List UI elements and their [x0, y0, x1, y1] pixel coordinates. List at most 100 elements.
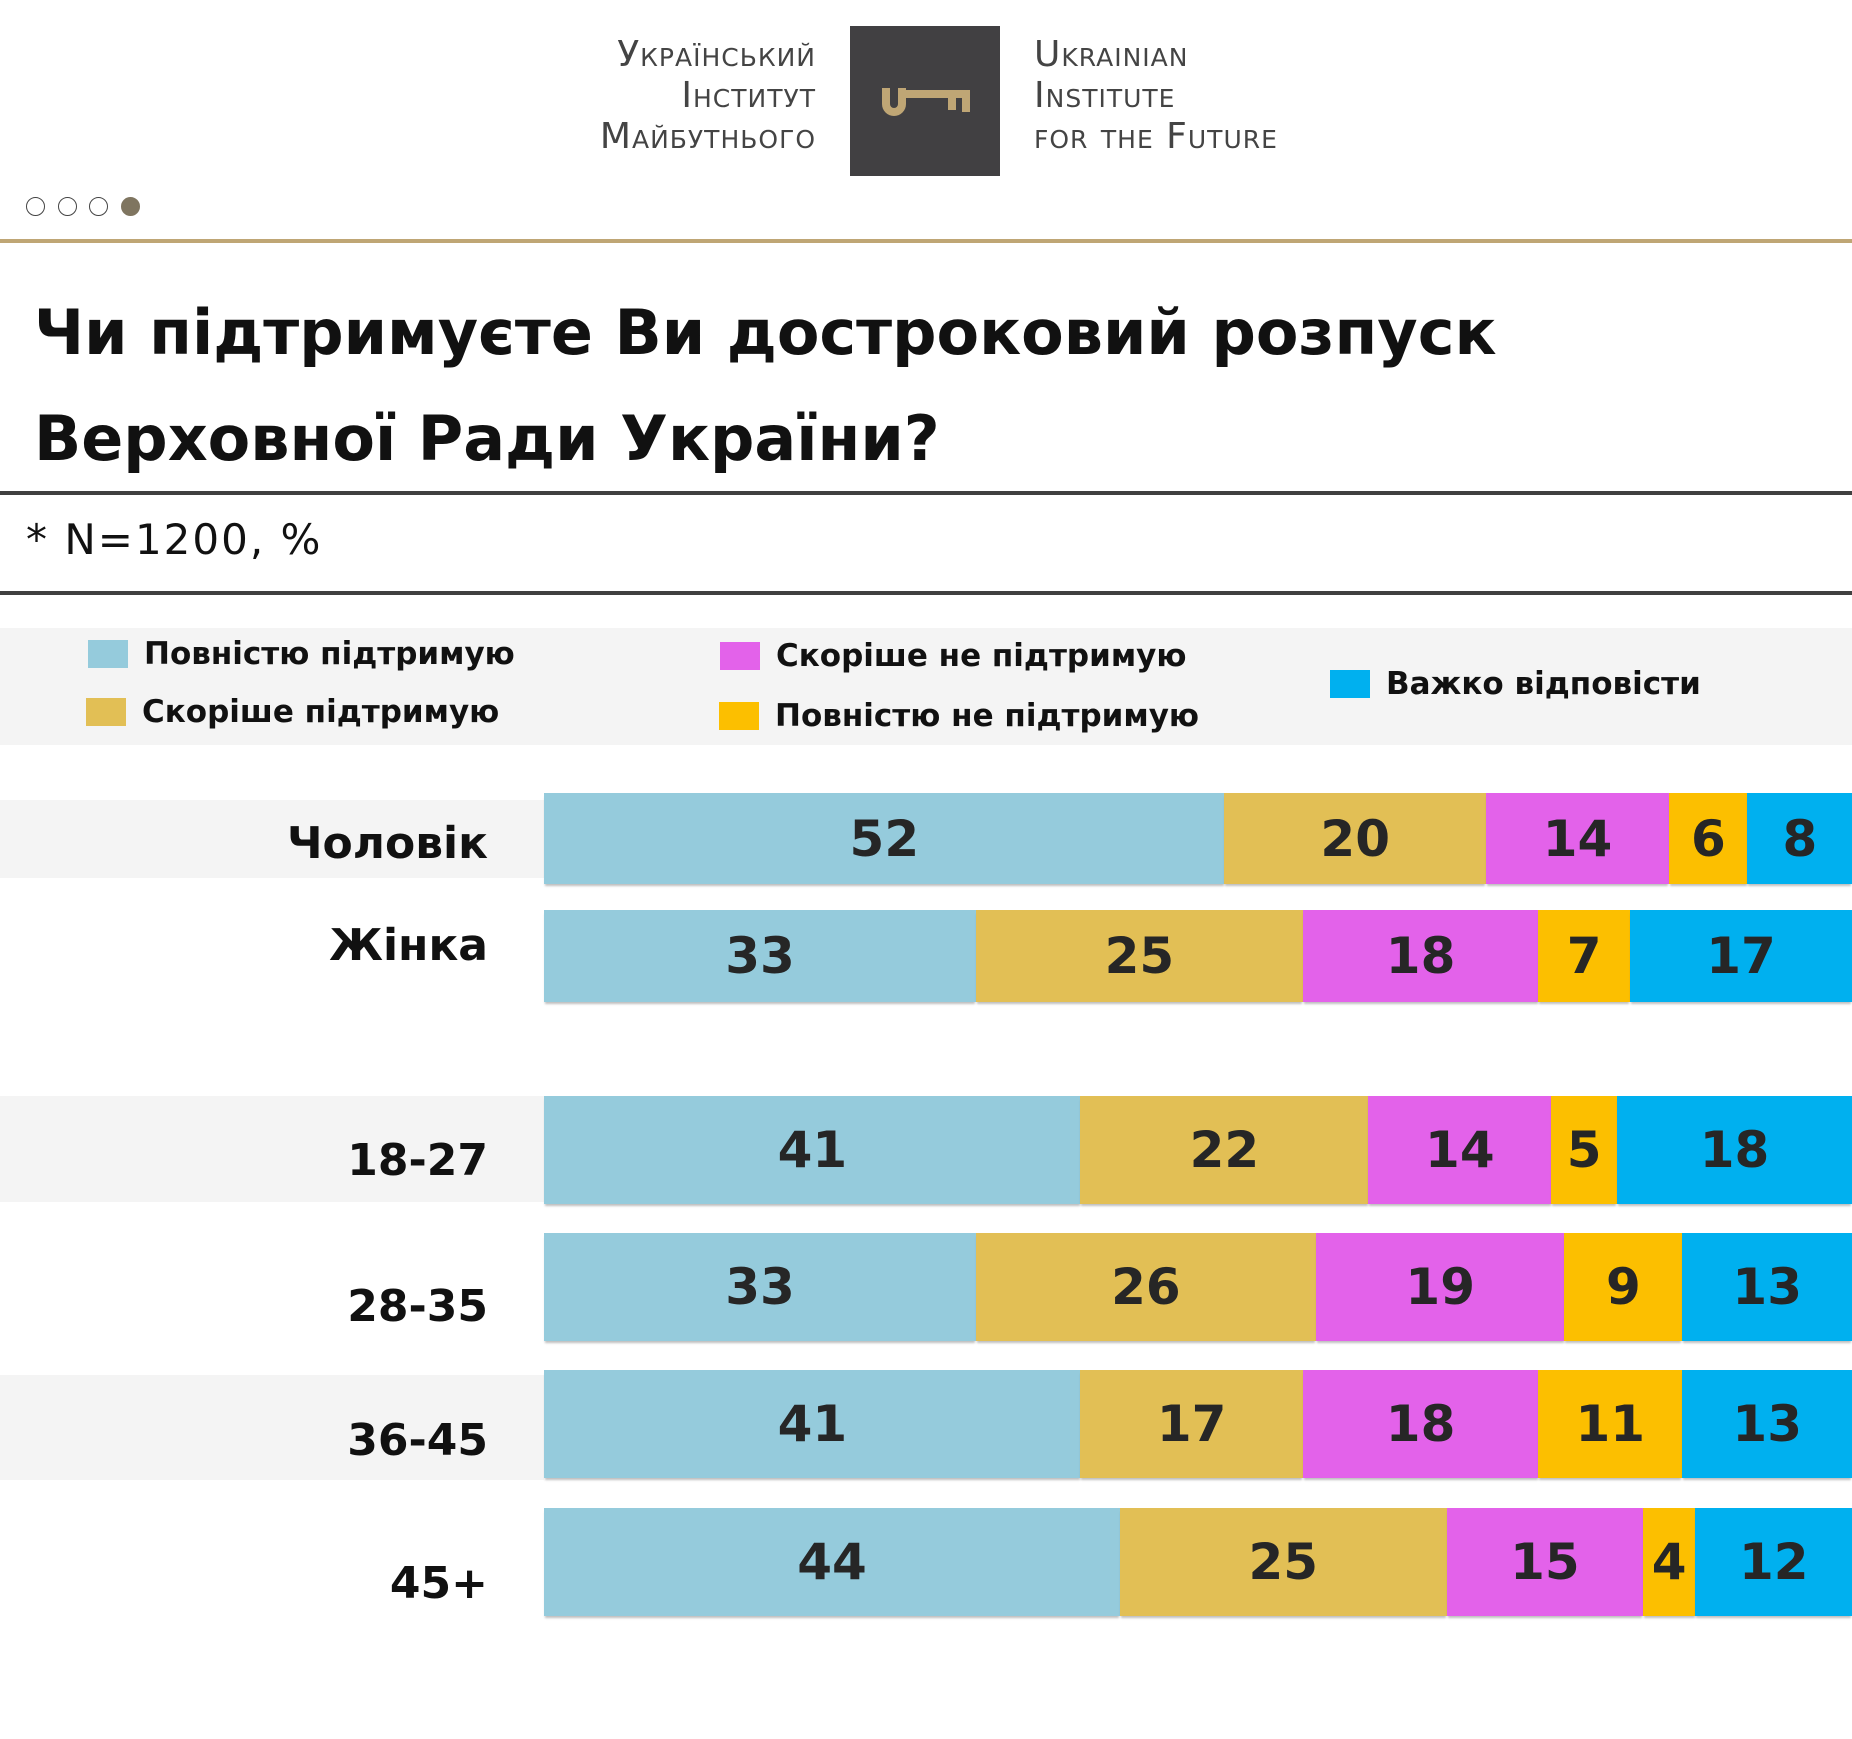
data-label: 5 [1566, 1121, 1602, 1179]
data-label: 41 [777, 1395, 848, 1453]
data-label: 20 [1320, 809, 1390, 868]
bar-segment-hard-to-say: 13 [1681, 1370, 1852, 1478]
legend-label: Повністю підтримую [144, 636, 515, 672]
category-label: Чоловік [286, 818, 488, 869]
data-label: 7 [1566, 927, 1602, 985]
bar-segment-fully-not-support: 7 [1538, 910, 1631, 1002]
logo-ua-line: Майбутнього [599, 116, 816, 157]
legend-label: Скоріше не підтримую [776, 638, 1187, 674]
data-label: 19 [1405, 1258, 1476, 1316]
data-label: 14 [1542, 809, 1613, 868]
bar-segment-fully-support: 52 [544, 793, 1225, 884]
data-label: 14 [1425, 1121, 1495, 1179]
legend-item-fully-support: Повністю підтримую [88, 636, 515, 672]
bar-segment-rather-support: 25 [1119, 1508, 1448, 1616]
data-label: 12 [1738, 1533, 1809, 1591]
bar-segment-rather-support: 26 [975, 1233, 1317, 1341]
logo-en-line: Institute [1034, 75, 1176, 116]
data-label: 11 [1575, 1395, 1646, 1453]
logo-box [850, 26, 1000, 176]
page-dot[interactable] [26, 197, 45, 216]
title-line: Верховної Ради України? [34, 402, 940, 475]
legend-swatch [86, 698, 126, 726]
legend-item-hard-to-say: Важко відповісти [1330, 666, 1701, 702]
divider-bottom [0, 591, 1852, 595]
bar-segment-rather-support: 20 [1224, 793, 1487, 884]
bar-segment-fully-support: 44 [544, 1508, 1121, 1616]
legend-item-rather-not-support: Скоріше не підтримую [720, 638, 1187, 674]
legend-swatch [720, 642, 760, 670]
data-label: 13 [1732, 1258, 1803, 1316]
legend-item-fully-not-support: Повністю не підтримую [719, 698, 1199, 734]
chart-title: Чи підтримуєте Ви достроковий розпуск Ве… [34, 280, 1814, 492]
sample-note: * N=1200, % [26, 515, 323, 564]
legend-label: Скоріше підтримую [142, 694, 500, 730]
legend-swatch [88, 640, 128, 668]
bar-segment-fully-not-support: 4 [1642, 1508, 1696, 1616]
data-label: 52 [849, 809, 920, 868]
legend-label: Повністю не підтримую [775, 698, 1200, 734]
data-label: 33 [725, 927, 795, 985]
bar-segment-fully-not-support: 5 [1551, 1096, 1618, 1204]
bar-segment-fully-not-support: 11 [1538, 1370, 1683, 1478]
category-label: 18-27 [347, 1135, 488, 1186]
data-label: 8 [1782, 809, 1818, 868]
logo-en-line: Ukrainian [1034, 34, 1189, 75]
bar-segment-fully-support: 33 [544, 910, 977, 1002]
bar-segment-rather-support: 17 [1080, 1370, 1304, 1478]
divider-top [0, 491, 1852, 495]
row-band [0, 1096, 544, 1202]
page-dot-active[interactable] [121, 197, 140, 216]
page-dot[interactable] [89, 197, 108, 216]
bar-segment-rather-not-support: 19 [1315, 1233, 1565, 1341]
category-label: Жінка [329, 920, 488, 971]
data-label: 18 [1699, 1121, 1770, 1179]
data-label: 25 [1248, 1533, 1319, 1591]
legend-label: Важко відповісти [1386, 666, 1701, 702]
bar-segment-rather-support: 25 [975, 910, 1304, 1002]
logo-text-english: Ukrainian Institute for the Future [1034, 34, 1278, 157]
bar-segment-rather-not-support: 18 [1302, 910, 1539, 1002]
bar-segment-rather-not-support: 18 [1302, 1370, 1539, 1478]
bar-segment-hard-to-say: 8 [1747, 793, 1852, 884]
bar-segment-rather-not-support: 14 [1485, 793, 1670, 884]
data-label: 6 [1690, 809, 1726, 868]
legend-swatch [719, 702, 759, 730]
category-label: 28-35 [347, 1281, 488, 1332]
legend: Повністю підтримую Скоріше підтримую Ско… [0, 628, 1852, 745]
category-label: 45+ [389, 1558, 488, 1609]
page-dot[interactable] [58, 197, 77, 216]
data-label: 26 [1111, 1258, 1181, 1316]
logo-en-line: for the Future [1034, 116, 1278, 157]
data-label: 33 [725, 1258, 795, 1316]
bar-segment-hard-to-say: 12 [1695, 1508, 1852, 1616]
data-label: 41 [777, 1121, 848, 1179]
bar-segment-fully-support: 41 [544, 1096, 1081, 1204]
bar-segment-hard-to-say: 18 [1616, 1096, 1852, 1204]
gold-divider [0, 239, 1852, 243]
bar-segment-rather-support: 22 [1080, 1096, 1369, 1204]
bar-segment-rather-not-support: 15 [1446, 1508, 1644, 1616]
data-label: 9 [1605, 1258, 1641, 1316]
bar-segment-fully-not-support: 6 [1668, 793, 1748, 884]
data-label: 15 [1510, 1533, 1580, 1591]
key-icon [882, 88, 970, 116]
bar-segment-fully-support: 33 [544, 1233, 977, 1341]
bar-segment-fully-not-support: 9 [1564, 1233, 1683, 1341]
category-label: 36-45 [347, 1415, 488, 1466]
data-label: 4 [1651, 1533, 1687, 1591]
bar-segment-rather-not-support: 14 [1368, 1096, 1552, 1204]
row-band [0, 1375, 544, 1480]
legend-item-rather-support: Скоріше підтримую [86, 694, 499, 730]
title-line: Чи підтримуєте Ви достроковий розпуск [34, 296, 1497, 369]
data-label: 13 [1732, 1395, 1803, 1453]
data-label: 22 [1189, 1121, 1260, 1179]
bar-segment-hard-to-say: 13 [1681, 1233, 1852, 1341]
bar-segment-fully-support: 41 [544, 1370, 1081, 1478]
logo-ua-line: Український [617, 34, 816, 75]
data-label: 25 [1104, 927, 1175, 985]
data-label: 17 [1156, 1395, 1227, 1453]
data-label: 18 [1385, 927, 1456, 985]
logo-text-ukrainian: Український Інститут Майбутнього [600, 34, 816, 157]
logo-ua-line: Інститут [681, 75, 816, 116]
